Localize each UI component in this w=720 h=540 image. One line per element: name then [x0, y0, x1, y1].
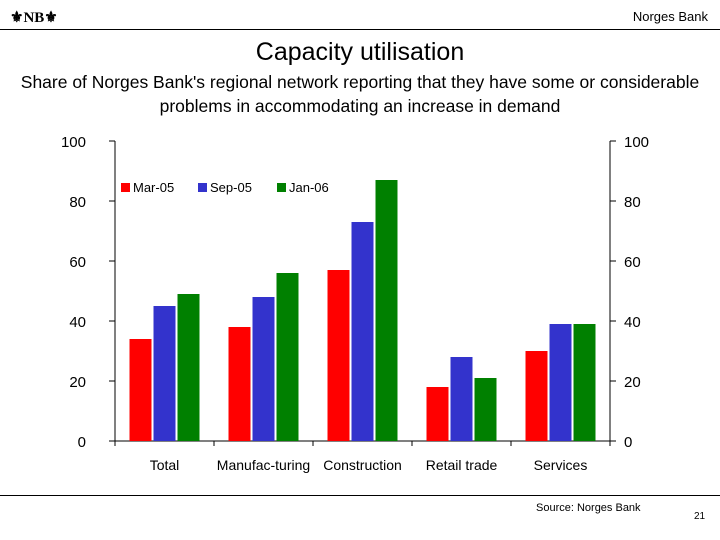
bar-sep-05 [351, 222, 374, 441]
y-tick-label-right: 100 [624, 134, 649, 151]
bar-jan-06 [474, 378, 497, 441]
chart-title: Capacity utilisation [255, 38, 465, 66]
y-tick-label-right: 60 [624, 254, 641, 271]
bar-sep-05 [252, 297, 275, 441]
logo-text: NB [23, 10, 45, 26]
x-tick-label: Manufac-turing [217, 457, 310, 473]
x-tick-label: Retail trade [426, 457, 498, 473]
x-tick-label: Services [534, 457, 588, 473]
norges-bank-logo: ⚜NB⚜ [10, 10, 58, 26]
bar-mar-05 [129, 339, 152, 441]
bar-mar-05 [228, 327, 251, 441]
y-tick-label-right: 40 [624, 314, 641, 331]
bar-sep-05 [549, 324, 572, 441]
bar-jan-06 [375, 180, 398, 441]
bar-jan-06 [573, 324, 596, 441]
legend-label: Jan-06 [289, 180, 329, 195]
bar-mar-05 [426, 387, 449, 441]
x-tick-label: Total [150, 457, 180, 473]
legend-swatch [277, 183, 286, 192]
legend-label: Mar-05 [133, 180, 174, 195]
bar-mar-05 [327, 270, 350, 441]
y-tick-label-left: 60 [69, 254, 86, 271]
y-tick-label-left: 20 [69, 374, 86, 391]
bar-mar-05 [525, 351, 548, 441]
brand-name: Norges Bank [632, 9, 708, 24]
y-tick-label-left: 0 [78, 434, 86, 451]
y-tick-label-left: 80 [69, 194, 86, 211]
source-note: Source: Norges Bank [536, 502, 641, 514]
bar-sep-05 [153, 306, 176, 441]
y-tick-label-right: 0 [624, 434, 632, 451]
y-tick-label-left: 100 [61, 134, 86, 151]
x-tick-label: Construction [323, 457, 402, 473]
legend-swatch [121, 183, 130, 192]
header-rule [0, 29, 720, 30]
bar-jan-06 [177, 294, 200, 441]
chart-subtitle: Share of Norges Bank's regional network … [20, 72, 700, 116]
bar-sep-05 [450, 357, 473, 441]
legend-swatch [198, 183, 207, 192]
legend-label: Sep-05 [210, 180, 252, 195]
y-tick-label-right: 20 [624, 374, 641, 391]
y-tick-label-left: 40 [69, 314, 86, 331]
bar-jan-06 [276, 273, 299, 441]
footer-rule [0, 495, 720, 496]
y-tick-label-right: 80 [624, 194, 641, 211]
page-number: 21 [694, 511, 706, 522]
